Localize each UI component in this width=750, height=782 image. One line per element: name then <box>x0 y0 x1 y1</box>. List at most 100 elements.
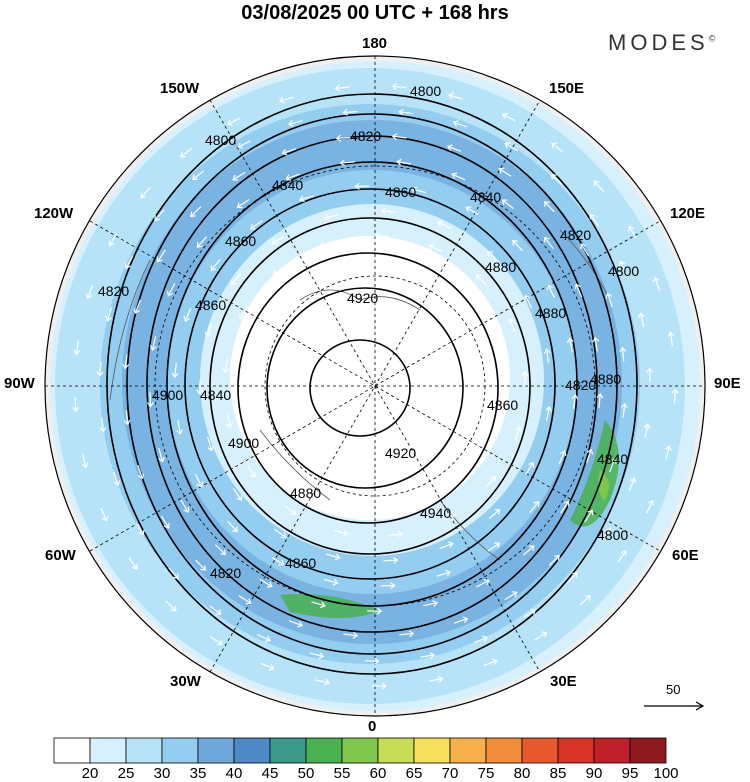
lon-label-120w: 120W <box>34 205 74 222</box>
lon-label-150e: 150E <box>549 80 585 97</box>
colorbar-swatch <box>449 737 487 764</box>
wind-arrow <box>550 173 563 185</box>
wind-arrow <box>236 199 250 209</box>
colorbar-swatch <box>413 737 451 764</box>
lon-label-60e: 60E <box>672 547 699 564</box>
wind-arrow <box>580 243 590 257</box>
colorbar-swatch <box>629 737 667 764</box>
wind-arrow <box>574 283 583 298</box>
wind-arrow <box>453 616 469 624</box>
wind-arrow <box>285 173 300 181</box>
wind-arrow <box>343 631 359 639</box>
wind-arrow <box>522 545 535 556</box>
wind-arrow <box>158 447 165 463</box>
map-title: 03/08/2025 00 UTC + 168 hrs <box>241 2 509 24</box>
lon-label-60w: 60W <box>45 547 76 564</box>
wind-arrow <box>319 241 335 248</box>
wind-arrow <box>388 530 404 538</box>
wind-arrow <box>278 96 294 104</box>
wind-arrow <box>180 499 190 513</box>
wind-arrow <box>273 528 287 538</box>
wind-arrow <box>487 542 501 552</box>
colorbar-tick-label: 50 <box>297 765 315 782</box>
wind-arrow <box>373 232 389 240</box>
wind-arrow <box>196 236 208 248</box>
contour-label: 4800 <box>597 527 628 543</box>
wind-arrow <box>665 445 672 460</box>
wind-arrow <box>448 92 463 100</box>
wind-arrow <box>523 608 537 618</box>
wind-arrow <box>609 457 617 473</box>
wind-arrow <box>364 657 380 665</box>
wind-arrow <box>487 250 499 262</box>
wind-arrow <box>367 607 383 615</box>
wind-arrow <box>584 509 594 523</box>
wind-arrow <box>667 331 675 347</box>
wind-arrow <box>281 148 297 156</box>
wind-arrow <box>646 367 654 383</box>
wind-arrow <box>498 167 512 177</box>
colorbar-tick-label: 25 <box>117 765 135 782</box>
colorbar-tick-label: 60 <box>369 765 387 782</box>
wind-arrow <box>543 348 551 364</box>
wind-arrow <box>124 255 134 269</box>
contour-label: 4840 <box>470 189 501 205</box>
wind-arrow <box>195 559 207 571</box>
wind-arrow <box>602 527 612 541</box>
brand-logo: MODES© <box>608 30 715 56</box>
wind-arrow <box>334 84 350 92</box>
contour-label: 4840 <box>597 451 628 467</box>
colorbar-tick-label: 20 <box>81 765 99 782</box>
wind-arrow <box>271 235 285 245</box>
wind-arrow <box>354 182 370 190</box>
wind-arrow <box>452 120 468 128</box>
map-disc <box>45 56 705 716</box>
contour-label: 4820 <box>98 283 129 299</box>
wind-arrow <box>380 207 396 215</box>
wind-arrow <box>534 631 548 641</box>
contour-label: 4820 <box>565 377 596 393</box>
wind-arrow <box>342 108 358 116</box>
wind-arrow <box>105 307 113 322</box>
polar-map: 4800 4800 4820 4840 4840 4860 4820 4860 4800 4820… <box>44 55 706 717</box>
wind-arrow <box>135 522 145 536</box>
contour-label: 4880 <box>485 259 516 275</box>
wind-arrow <box>646 499 655 514</box>
wind-arrow <box>272 265 285 276</box>
wind-arrow <box>514 426 522 441</box>
contour-label: 4880 <box>535 305 566 321</box>
wind-arrow <box>100 507 109 522</box>
wind-arrow <box>137 464 145 480</box>
wind-arrow <box>485 475 496 488</box>
brand-name: MODES <box>608 30 709 55</box>
wind-arrow <box>476 579 490 588</box>
lon-label-30e: 30E <box>550 673 577 690</box>
wind-arrow <box>566 572 578 584</box>
colorbar <box>53 737 667 764</box>
wind-arrow <box>596 392 604 408</box>
wind-arrow <box>637 312 645 328</box>
colorbar-tick-label: 45 <box>261 765 279 782</box>
wind-arrow <box>399 630 415 638</box>
copyright-mark: © <box>708 33 716 44</box>
wind-arrow <box>605 292 613 308</box>
wind-arrow <box>501 112 516 122</box>
colorbar-swatch <box>377 737 415 764</box>
contour-label-layer: 4800 4800 4820 4840 4840 4860 4820 4860 4800 4820… <box>98 83 639 581</box>
wind-arrow <box>521 371 529 386</box>
contour-label: 4800 <box>205 132 236 148</box>
colorbar-tick-label: 70 <box>441 765 459 782</box>
wind-arrow <box>154 209 165 222</box>
wind-arrow <box>183 307 192 322</box>
wind-arrow <box>128 557 138 570</box>
wind-arrow <box>465 206 479 216</box>
colorbar-swatch <box>341 737 379 764</box>
graticule <box>45 56 705 716</box>
wind-arrow <box>225 413 233 429</box>
map-border <box>44 55 706 717</box>
wind-arrow <box>288 620 304 628</box>
wind-arrow <box>222 358 230 374</box>
wind-arrow <box>209 636 223 646</box>
height-contours <box>106 93 638 675</box>
colorbar-swatch <box>53 737 91 764</box>
